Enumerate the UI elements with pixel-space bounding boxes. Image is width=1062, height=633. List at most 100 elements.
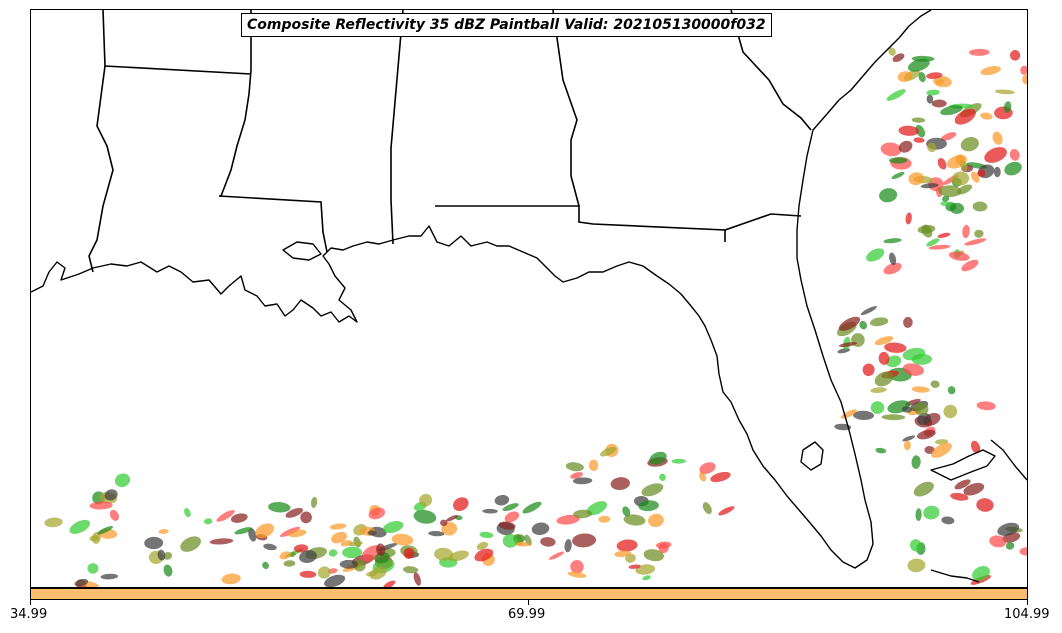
reflectivity-blob (1009, 50, 1021, 61)
reflectivity-blob (339, 559, 359, 569)
reflectivity-blob (964, 238, 987, 246)
colorbar-tick-label-min: 34.99 (10, 607, 48, 622)
reflectivity-blob (954, 479, 971, 490)
reflectivity-blob (413, 572, 421, 586)
reflectivity-blob (643, 549, 665, 562)
reflectivity-blob (648, 513, 664, 528)
reflectivity-blob (886, 89, 906, 101)
reflectivity-blob (913, 137, 925, 143)
reflectivity-blob (980, 66, 1001, 76)
reflectivity-blob (889, 252, 897, 266)
reflectivity-blob (572, 533, 597, 548)
reflectivity-blob (947, 386, 956, 395)
reflectivity-blob (144, 536, 164, 550)
reflectivity-blob (937, 232, 951, 238)
reflectivity-blob (104, 489, 118, 501)
reflectivity-blob (1003, 101, 1012, 113)
reflectivity-blob (474, 548, 494, 562)
reflectivity-blob (897, 71, 913, 82)
reflectivity-blob (926, 238, 940, 247)
reflectivity-blob (659, 473, 666, 481)
reflectivity-blob (834, 423, 852, 431)
reflectivity-blob (1019, 547, 1027, 556)
reflectivity-blob (1004, 161, 1022, 176)
reflectivity-blob (391, 533, 414, 546)
reflectivity-blob (928, 244, 951, 250)
reflectivity-blob (993, 166, 1001, 178)
border-ga-fl-sc (724, 213, 802, 231)
reflectivity-blob (879, 188, 898, 203)
reflectivity-blob (898, 140, 913, 153)
reflectivity-blob (954, 108, 976, 125)
reflectivity-blob (348, 541, 363, 547)
reflectivity-blob (184, 508, 191, 518)
reflectivity-blob (938, 185, 962, 197)
reflectivity-blob (976, 498, 994, 512)
colorbar-tick (30, 600, 31, 605)
reflectivity-blob (883, 262, 902, 275)
reflectivity-blob (616, 539, 638, 552)
reflectivity-blob (300, 511, 312, 524)
reflectivity-blob (955, 154, 965, 165)
reflectivity-blob (933, 75, 952, 88)
reflectivity-blob (917, 412, 931, 426)
reflectivity-blob (880, 142, 902, 157)
border-la-ms-river (88, 65, 114, 273)
reflectivity-blob (940, 201, 952, 207)
reflectivity-blob (937, 158, 947, 170)
reflectivity-blob (658, 543, 669, 554)
reflectivity-blob (923, 505, 940, 520)
reflectivity-blob (927, 142, 937, 153)
reflectivity-blob (926, 72, 943, 79)
gulf-coastline (31, 10, 932, 569)
reflectivity-blob (255, 523, 274, 539)
reflectivity-blob (522, 501, 542, 514)
reflectivity-blob (248, 528, 257, 542)
map-title: Composite Reflectivity 35 dBZ Paintball … (241, 13, 772, 37)
reflectivity-blob (976, 401, 996, 411)
reflectivity-blob (586, 501, 608, 516)
reflectivity-blob (875, 447, 887, 454)
reflectivity-blob (911, 455, 921, 469)
reflectivity-blob (940, 105, 963, 116)
reflectivity-blob (598, 515, 611, 523)
reflectivity-blob (531, 522, 550, 536)
reflectivity-blob (44, 517, 63, 528)
reflectivity-blob (283, 560, 296, 567)
reflectivity-blob (914, 402, 929, 416)
reflectivity-blob (926, 89, 940, 96)
reflectivity-blob (221, 573, 241, 585)
reflectivity-blob (718, 506, 735, 516)
reflectivity-blob (699, 462, 716, 474)
reflectivity-blob (642, 575, 651, 581)
reflectivity-blob (263, 543, 277, 551)
reflectivity-blob (163, 564, 173, 577)
reflectivity-blob (383, 580, 396, 587)
reflectivity-blob (89, 501, 113, 510)
reflectivity-blob (641, 483, 664, 497)
reflectivity-blob (1005, 542, 1015, 550)
reflectivity-blob (862, 363, 875, 377)
reflectivity-blob (980, 112, 993, 120)
reflectivity-blob (382, 520, 404, 534)
reflectivity-blob (482, 508, 498, 514)
reflectivity-blob (374, 552, 390, 564)
reflectivity-blob (884, 342, 907, 353)
reflectivity-blob (635, 564, 656, 575)
reflectivity-blob (570, 560, 584, 574)
border-ga-sc (730, 10, 812, 131)
reflectivity-blob (548, 551, 565, 560)
reflectivity-blob (87, 563, 99, 574)
reflectivity-blob (369, 566, 387, 580)
reflectivity-blob (943, 404, 958, 419)
reflectivity-blob (994, 89, 1015, 95)
reflectivity-blob (622, 506, 631, 517)
reflectivity-blob (109, 509, 120, 521)
reflectivity-blob (918, 71, 926, 83)
reflectivity-blob (977, 169, 986, 177)
reflectivity-blob (915, 508, 922, 521)
bahamas-fragment (990, 439, 1027, 481)
reflectivity-blob (279, 526, 301, 538)
reflectivity-blob (839, 342, 857, 348)
reflectivity-blob (859, 320, 868, 330)
